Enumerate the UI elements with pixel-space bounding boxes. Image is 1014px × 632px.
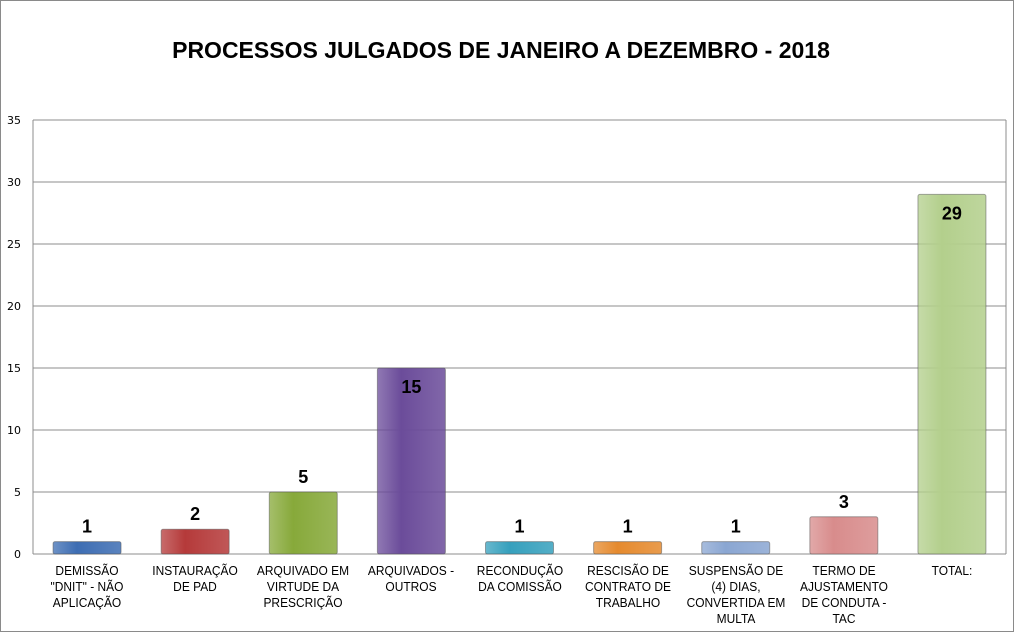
x-tick-label: RESCISÃO DE CONTRATO DE TRABALHO xyxy=(584,563,671,610)
x-tick-label: INSTAURAÇÃO DE PAD xyxy=(152,563,238,594)
bar xyxy=(917,193,987,555)
data-label: 1 xyxy=(82,517,92,537)
bar xyxy=(52,541,122,555)
data-label: 1 xyxy=(731,517,741,537)
data-label: 15 xyxy=(401,377,421,397)
data-label: 3 xyxy=(839,492,849,512)
x-tick-label: TERMO DE AJUSTAMENTO DE CONDUTA - TAC xyxy=(799,563,888,626)
y-tick-label: 35 xyxy=(7,114,21,127)
x-tick-label: SUSPENSÃO DE (4) DIAS, CONVERTIDA EM MUL… xyxy=(686,563,786,626)
x-tick-label: ARQUIVADOS - OUTROS xyxy=(368,563,455,594)
y-tick-label: 20 xyxy=(7,300,21,313)
x-tick-label: ARQUIVADO EM VIRTUDE DA PRESCRIÇÃO xyxy=(257,563,350,610)
data-label: 1 xyxy=(514,517,524,537)
y-tick-label: 15 xyxy=(7,362,21,375)
chart-title: PROCESSOS JULGADOS DE JANEIRO A DEZEMBRO… xyxy=(172,37,830,63)
bar xyxy=(701,541,771,555)
bar xyxy=(376,367,446,555)
data-label: 1 xyxy=(623,517,633,537)
data-label: 2 xyxy=(190,504,200,524)
bar xyxy=(593,541,663,555)
x-tick-label: TOTAL: xyxy=(931,563,973,578)
bar xyxy=(268,491,338,555)
x-tick-label: RECONDUÇÃO DA COMISSÃO xyxy=(476,563,563,594)
data-label: 29 xyxy=(942,203,962,223)
x-tick-label: DEMISSÃO "DNIT" - NÃO APLICAÇÃO xyxy=(50,563,124,610)
y-tick-label: 5 xyxy=(14,486,21,499)
bar xyxy=(485,541,554,555)
y-tick-label: 0 xyxy=(14,548,21,561)
bar xyxy=(160,528,230,555)
y-tick-label: 25 xyxy=(7,238,21,251)
data-label: 5 xyxy=(298,467,308,487)
y-tick-label: 30 xyxy=(7,176,21,189)
y-tick-label: 10 xyxy=(7,424,21,437)
bar xyxy=(809,516,879,555)
